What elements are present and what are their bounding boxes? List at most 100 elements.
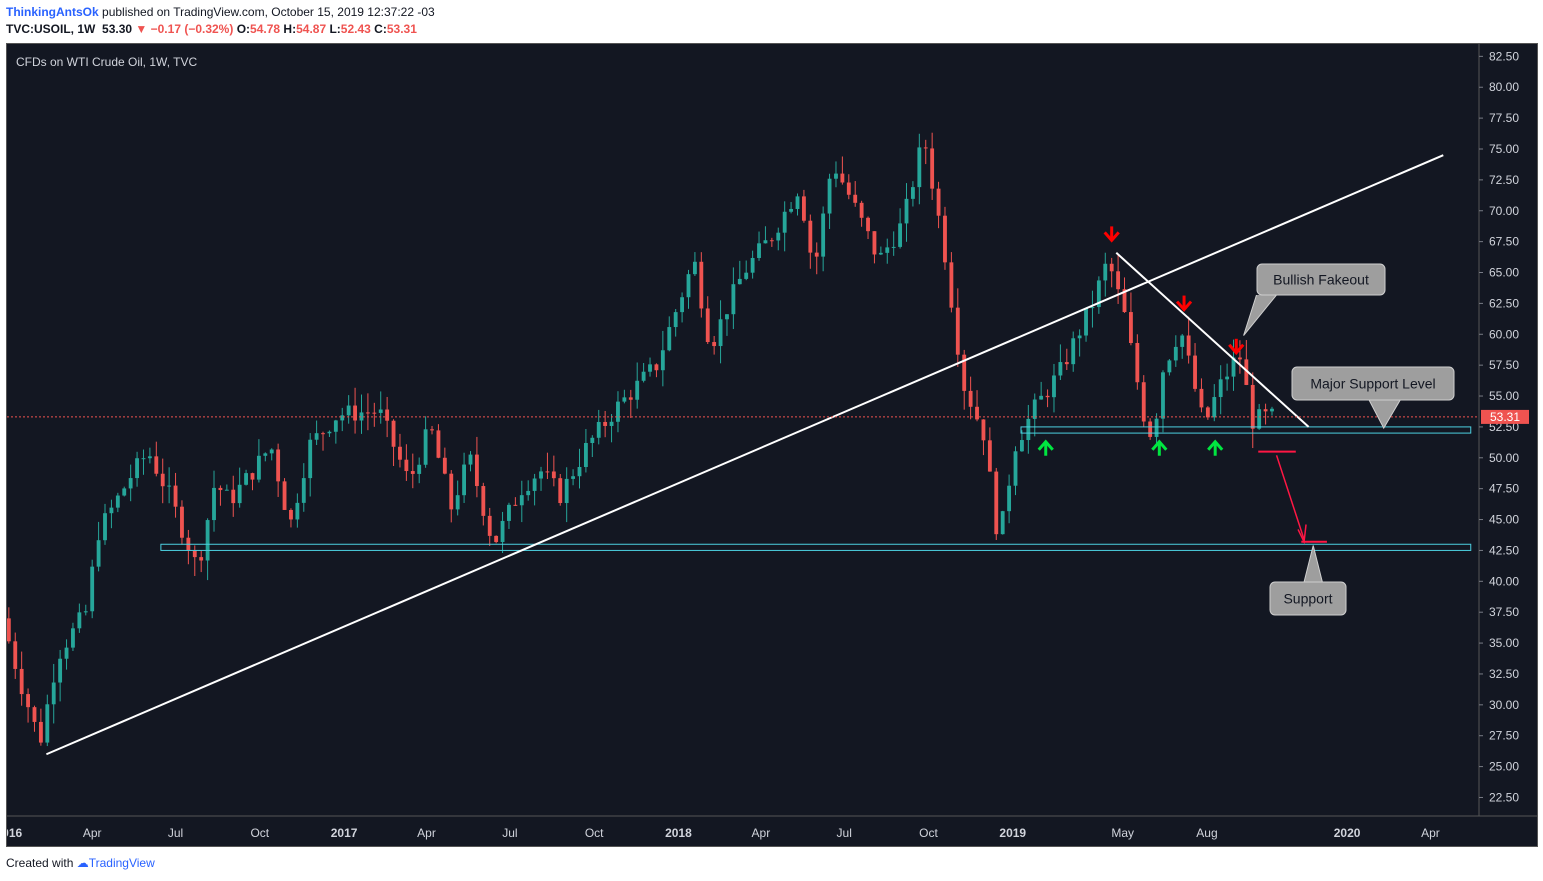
price-tick-label: 57.50 [1489, 358, 1519, 372]
green-arrow-up-icon [1151, 439, 1168, 451]
candle-up [789, 208, 794, 212]
candle-up [333, 420, 338, 432]
last-price-tag-bg [1481, 409, 1529, 424]
candle-up [167, 485, 172, 487]
candle-up [577, 466, 582, 477]
time-tick-label: Jul [168, 826, 183, 840]
candle-up [212, 487, 216, 521]
candle-up [590, 437, 595, 443]
candle-down [705, 308, 710, 343]
candle-up [1180, 335, 1185, 347]
published-text: published on TradingView.com, October 15… [102, 5, 435, 19]
candle-down [474, 454, 479, 487]
candle-up [660, 350, 665, 371]
candle-up [308, 439, 313, 479]
price-tick-label: 30.00 [1489, 698, 1519, 712]
candle-up [1218, 379, 1223, 398]
candle-down [923, 147, 928, 149]
candle-down [494, 535, 499, 543]
candle-up [821, 213, 826, 257]
candle-down [859, 202, 864, 218]
green-arrow-up-icon [1207, 439, 1224, 451]
candle-down [449, 473, 454, 510]
candle-up [103, 513, 107, 541]
candle-down [558, 478, 563, 504]
candle-up [71, 628, 75, 648]
last-price: 53.30 [102, 22, 133, 36]
candle-up [686, 274, 691, 298]
chart-title: CFDs on WTI Crude Oil, 1W, TVC [16, 55, 197, 69]
candle-up [1257, 409, 1262, 429]
candle-up [635, 380, 640, 400]
bullish-fakeout-callout-box [1256, 263, 1386, 296]
time-tick-label: Jul [502, 826, 517, 840]
candle-down [372, 412, 377, 414]
candle-up [359, 412, 364, 421]
candle-down [192, 550, 197, 558]
low-label: L: [329, 22, 341, 36]
candle-up [757, 243, 761, 258]
candle-up [622, 397, 627, 402]
price-tick-label: 47.50 [1489, 482, 1519, 496]
candle-up [885, 247, 890, 253]
candle-up [648, 364, 652, 372]
symbol[interactable]: TVC:USOIL, 1W [6, 22, 96, 36]
time-tick-label: 2018 [665, 826, 692, 840]
price-tick-label: 62.50 [1489, 296, 1519, 310]
candle-up [744, 272, 749, 279]
price-tick-label: 35.00 [1489, 636, 1519, 650]
tradingview-brand[interactable]: TradingView [88, 856, 155, 870]
chart-panel[interactable]: Bullish Fakeout Major Support Level Suppor… [0, 43, 1538, 847]
major-support-callout-pointer [1368, 399, 1401, 430]
candle-down [1045, 395, 1050, 398]
price-chart[interactable]: Bullish Fakeout Major Support Level Suppor… [0, 44, 1537, 846]
candle-down [936, 188, 941, 216]
time-tick-label: Apr [752, 826, 771, 840]
candle-up [1103, 263, 1108, 281]
candle-up [596, 421, 601, 438]
candle-up [1167, 360, 1172, 373]
candle-down [808, 220, 813, 253]
candle-down [289, 509, 293, 520]
price-tick-label: 22.50 [1489, 790, 1519, 804]
candle-down [1116, 271, 1121, 290]
candle-down [282, 481, 287, 510]
candle-up [609, 421, 614, 426]
candle-down [160, 473, 165, 487]
time-tick-label: Oct [919, 826, 938, 840]
candle-up [1007, 485, 1012, 512]
candle-up [346, 405, 351, 416]
footer: Created with ☁TradingView [6, 856, 155, 870]
candle-down [250, 473, 255, 480]
candle-up [782, 211, 787, 233]
time-tick-label: Apr [1421, 826, 1440, 840]
candles-layer [6, 132, 1274, 747]
support-zone [1020, 426, 1472, 434]
candle-down [814, 252, 819, 257]
candle-down [699, 261, 704, 309]
candle-up [115, 495, 120, 508]
candle-up [1090, 307, 1095, 309]
open-value: 54.78 [250, 22, 281, 36]
candle-down [840, 173, 845, 183]
candle-up [1231, 357, 1236, 377]
candle-up [301, 478, 306, 503]
low-value: 52.43 [340, 22, 371, 36]
candle-down [1141, 382, 1146, 422]
candle-down [769, 240, 774, 242]
major-support-callout-box [1291, 366, 1455, 401]
author-link[interactable]: ThinkingAntsOk [6, 5, 99, 19]
candle-up [468, 454, 473, 465]
candle-down [955, 307, 960, 355]
support-callout-label: Support [1283, 591, 1332, 607]
candle-up [737, 278, 742, 285]
trendlines-layer [45, 154, 1444, 756]
candle-down [173, 485, 178, 507]
time-tick-label: 2016 [7, 826, 23, 840]
candle-down [391, 420, 396, 447]
candle-up [1084, 308, 1088, 336]
candle-down [199, 557, 204, 561]
candle-down [180, 506, 184, 538]
trendline [1115, 252, 1310, 428]
candle-up [673, 312, 678, 328]
